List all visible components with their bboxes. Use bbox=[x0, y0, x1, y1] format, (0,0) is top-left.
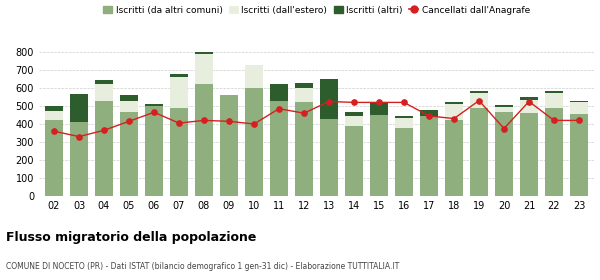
Bar bbox=[470, 94, 488, 108]
Text: Flusso migratorio della popolazione: Flusso migratorio della popolazione bbox=[6, 231, 256, 244]
Bar bbox=[195, 84, 213, 196]
Bar bbox=[395, 128, 413, 196]
Bar bbox=[195, 54, 213, 84]
Bar bbox=[70, 94, 88, 122]
Bar bbox=[495, 105, 513, 107]
Bar bbox=[245, 88, 263, 196]
Bar bbox=[195, 52, 213, 54]
Bar bbox=[345, 126, 363, 196]
Bar bbox=[170, 108, 188, 196]
Bar bbox=[95, 80, 113, 84]
Bar bbox=[295, 83, 313, 88]
Bar bbox=[495, 107, 513, 112]
Bar bbox=[170, 77, 188, 108]
Bar bbox=[320, 79, 338, 119]
Bar bbox=[345, 116, 363, 126]
Bar bbox=[470, 91, 488, 94]
Bar bbox=[270, 101, 288, 196]
Bar bbox=[295, 88, 313, 102]
Bar bbox=[70, 122, 88, 196]
Bar bbox=[120, 95, 138, 101]
Bar bbox=[445, 120, 463, 196]
Bar bbox=[220, 95, 238, 196]
Text: COMUNE DI NOCETO (PR) - Dati ISTAT (bilancio demografico 1 gen-31 dic) - Elabora: COMUNE DI NOCETO (PR) - Dati ISTAT (bila… bbox=[6, 262, 399, 271]
Bar bbox=[145, 106, 163, 196]
Bar bbox=[420, 109, 438, 116]
Bar bbox=[570, 101, 588, 102]
Bar bbox=[95, 101, 113, 196]
Bar bbox=[570, 114, 588, 196]
Bar bbox=[445, 102, 463, 104]
Bar bbox=[270, 84, 288, 101]
Bar bbox=[345, 112, 363, 116]
Bar bbox=[120, 101, 138, 112]
Bar bbox=[170, 74, 188, 77]
Bar bbox=[320, 119, 338, 196]
Bar bbox=[520, 113, 538, 196]
Bar bbox=[45, 111, 63, 120]
Bar bbox=[520, 100, 538, 113]
Bar bbox=[45, 106, 63, 111]
Bar bbox=[120, 112, 138, 196]
Bar bbox=[495, 112, 513, 196]
Bar bbox=[470, 108, 488, 196]
Bar bbox=[245, 65, 263, 88]
Bar bbox=[145, 104, 163, 106]
Bar bbox=[370, 103, 388, 115]
Bar bbox=[520, 97, 538, 100]
Bar bbox=[45, 120, 63, 196]
Bar bbox=[445, 104, 463, 120]
Bar bbox=[295, 102, 313, 196]
Bar bbox=[570, 102, 588, 114]
Bar bbox=[95, 84, 113, 101]
Bar bbox=[545, 94, 563, 108]
Bar bbox=[370, 115, 388, 196]
Bar bbox=[545, 108, 563, 196]
Bar bbox=[420, 116, 438, 196]
Bar bbox=[395, 118, 413, 128]
Bar bbox=[395, 116, 413, 118]
Legend: Iscritti (da altri comuni), Iscritti (dall'estero), Iscritti (altri), Cancellati: Iscritti (da altri comuni), Iscritti (da… bbox=[101, 4, 532, 17]
Bar bbox=[545, 91, 563, 94]
